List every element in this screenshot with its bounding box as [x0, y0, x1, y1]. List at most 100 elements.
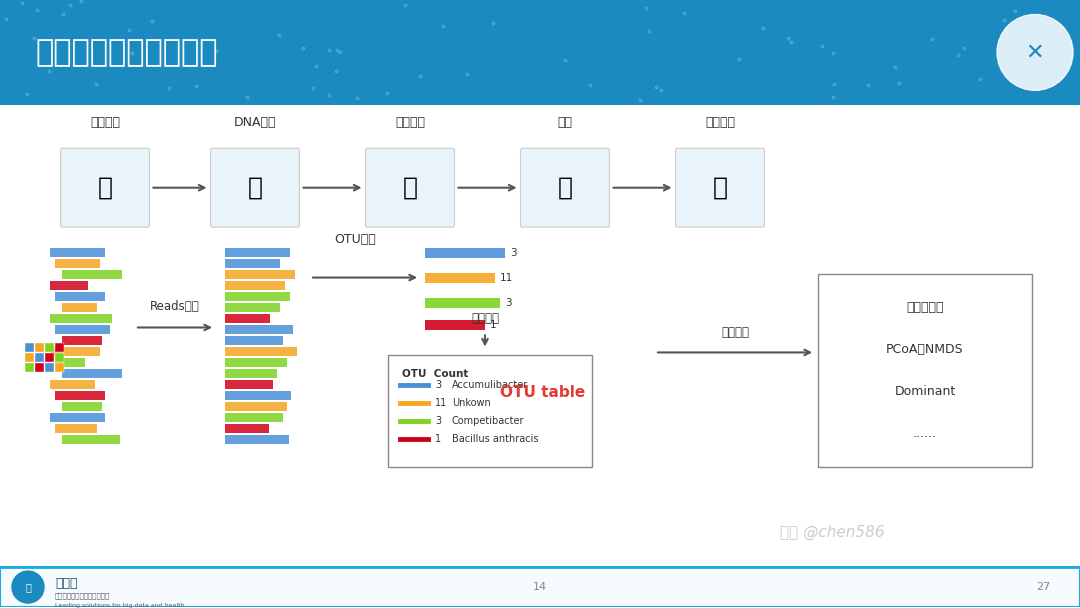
Text: 易汉博: 易汉博	[55, 576, 78, 590]
Bar	[45, 353, 54, 362]
Bar	[225, 271, 295, 279]
Bar	[45, 344, 54, 353]
Bar	[62, 402, 102, 410]
Bar	[25, 353, 33, 362]
Bar	[426, 247, 505, 258]
FancyBboxPatch shape	[60, 148, 149, 227]
Text: 物种注释: 物种注释	[471, 313, 499, 325]
Text: 11: 11	[435, 398, 447, 409]
Text: 易: 易	[25, 582, 31, 592]
Bar	[35, 353, 44, 362]
Bar	[55, 364, 64, 373]
Bar	[62, 369, 122, 378]
Text: 3: 3	[435, 381, 441, 390]
Text: OTU  Count: OTU Count	[402, 370, 469, 379]
Text: 领先的大数据与健康解决方案: 领先的大数据与健康解决方案	[55, 593, 110, 599]
Bar	[426, 320, 485, 331]
Bar	[55, 424, 97, 432]
Bar	[25, 364, 33, 373]
Text: ✕: ✕	[1026, 43, 1044, 63]
Text: 文库构建: 文库构建	[395, 116, 426, 130]
Text: 扩增子实验和分析流程: 扩增子实验和分析流程	[35, 38, 217, 67]
Bar	[426, 272, 495, 283]
FancyBboxPatch shape	[0, 567, 1080, 607]
Circle shape	[997, 15, 1074, 91]
Bar	[50, 248, 105, 257]
Circle shape	[12, 571, 44, 603]
Bar	[225, 358, 287, 367]
Text: Competibacter: Competibacter	[453, 416, 525, 426]
Text: 测序: 测序	[557, 116, 572, 130]
Text: Accumulibacter: Accumulibacter	[453, 381, 528, 390]
Bar	[50, 314, 112, 323]
FancyBboxPatch shape	[521, 148, 609, 227]
Bar	[225, 402, 287, 410]
Text: 3: 3	[510, 247, 516, 258]
Bar	[62, 336, 102, 345]
Text: 11: 11	[500, 272, 513, 283]
Bar	[62, 303, 97, 312]
Bar	[225, 380, 273, 389]
Bar	[225, 347, 297, 356]
Bar	[50, 282, 87, 290]
Text: Dominant: Dominant	[894, 385, 956, 398]
Bar	[225, 248, 291, 257]
Bar	[35, 344, 44, 353]
Bar	[225, 325, 293, 334]
FancyBboxPatch shape	[365, 148, 455, 227]
Bar	[225, 424, 269, 432]
Text: 信息分析: 信息分析	[705, 116, 735, 130]
Text: Unkown: Unkown	[453, 398, 490, 409]
Text: 🧍: 🧍	[97, 176, 112, 199]
Text: PCoA、NMDS: PCoA、NMDS	[887, 343, 963, 356]
Text: 3: 3	[435, 416, 441, 426]
Bar	[55, 344, 64, 353]
Text: DNA提取: DNA提取	[233, 116, 276, 130]
FancyBboxPatch shape	[675, 148, 765, 227]
FancyBboxPatch shape	[211, 148, 299, 227]
Bar	[426, 297, 500, 308]
Bar	[62, 435, 120, 444]
Text: 🔬: 🔬	[403, 176, 418, 199]
Bar	[225, 260, 280, 268]
Text: 数据挖掘: 数据挖掘	[721, 326, 750, 339]
Text: OTU聚类: OTU聚类	[334, 233, 376, 246]
Text: 📦: 📦	[557, 176, 572, 199]
Bar	[55, 358, 85, 367]
Bar	[225, 336, 283, 345]
Bar	[35, 364, 44, 373]
Bar	[225, 413, 283, 421]
FancyBboxPatch shape	[0, 0, 1080, 105]
Text: 27: 27	[1036, 582, 1050, 592]
Bar	[55, 292, 105, 301]
Bar	[225, 282, 285, 290]
Text: 样本采集: 样本采集	[90, 116, 120, 130]
Bar	[62, 271, 122, 279]
Text: 差异性分析: 差异性分析	[906, 301, 944, 314]
Bar	[50, 380, 95, 389]
Text: 💻: 💻	[713, 176, 728, 199]
FancyBboxPatch shape	[818, 274, 1032, 468]
Text: 知乎 @chen586: 知乎 @chen586	[780, 525, 885, 540]
Text: 1: 1	[490, 320, 497, 331]
Bar	[50, 413, 105, 421]
Bar	[225, 369, 276, 378]
Text: Bacillus anthracis: Bacillus anthracis	[453, 434, 539, 444]
Text: ......: ......	[913, 427, 937, 440]
Text: 🧬: 🧬	[247, 176, 262, 199]
Bar	[225, 292, 291, 301]
Bar	[25, 344, 33, 353]
Bar	[225, 303, 280, 312]
Text: 14: 14	[532, 582, 548, 592]
Text: Leading solutions for big data and health: Leading solutions for big data and healt…	[55, 603, 185, 607]
Bar	[50, 347, 100, 356]
Text: 3: 3	[505, 297, 512, 308]
Text: Reads拼接: Reads拼接	[150, 300, 200, 313]
Bar	[225, 391, 291, 399]
Bar	[55, 391, 105, 399]
Bar	[225, 314, 270, 323]
FancyBboxPatch shape	[388, 356, 592, 468]
Bar	[45, 364, 54, 373]
Text: OTU table: OTU table	[500, 385, 585, 400]
Bar	[55, 325, 110, 334]
